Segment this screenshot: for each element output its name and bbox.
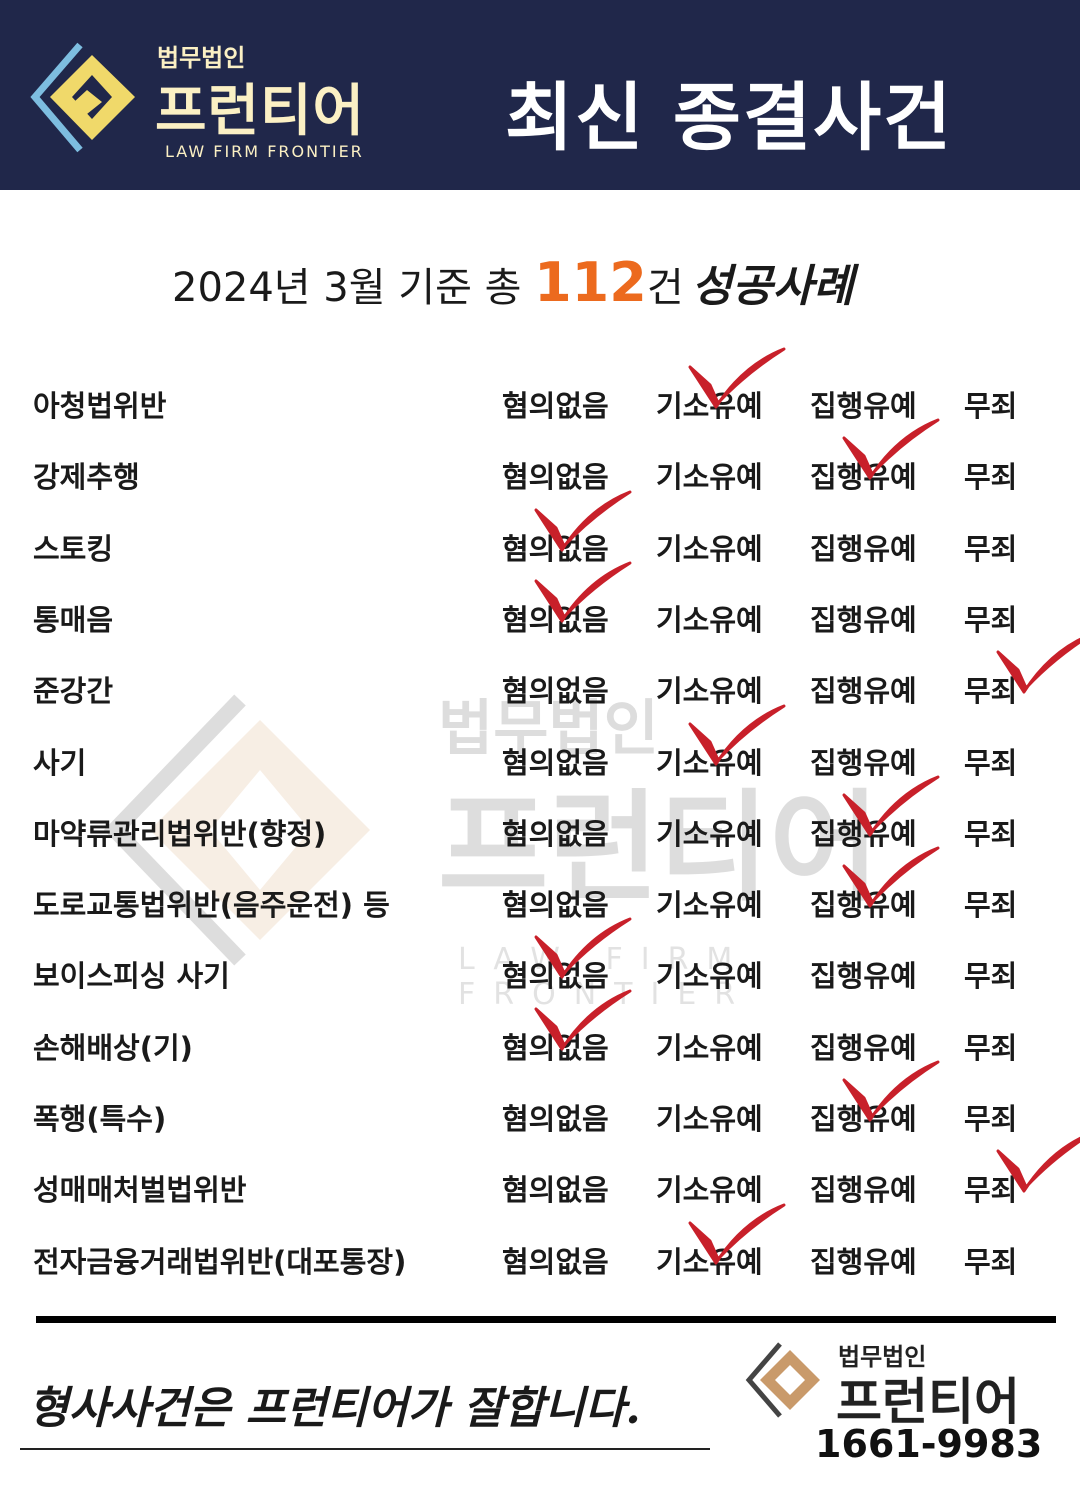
result-option: 집행유예 [810,1244,917,1279]
check-mark-icon [996,637,1080,694]
subtitle: 2024년 3월 기준 총 112건 성공사례 [172,250,854,314]
result-option: 기소유예 [656,888,763,923]
subtitle-prefix: 2024년 3월 기준 총 [172,265,535,311]
result-option: 혐의없음 [502,389,609,423]
result-option: 무죄 [964,959,1018,994]
check-mark-icon [688,1203,786,1265]
case-row: 전자금융거래법위반(대포통장) 혐의없음 기소유예 집행유예 무죄 [0,1203,1080,1289]
case-category: 손해배상(기) [33,1030,193,1065]
result-option: 무죄 [964,816,1018,851]
slogan-underline [20,1448,710,1450]
case-category: 성매매처벌법위반 [33,1173,247,1208]
case-row: 사기 혐의없음 기소유예 집행유예 무죄 [0,704,1080,790]
result-option: 무죄 [964,1244,1018,1279]
case-category: 도로교통법위반(음주운전) 등 [33,888,390,923]
check-mark-icon [842,1060,940,1122]
case-category: 마약류관리법위반(향정) [33,816,327,851]
case-count: 112 [534,251,647,314]
case-row: 스토킹 혐의없음 기소유예 집행유예 무죄 [0,490,1080,576]
check-mark-icon [534,561,632,623]
result-option: 기소유예 [656,816,763,851]
logo-english: LAW FIRM FRONTIER [165,142,364,161]
result-option: 기소유예 [656,1102,763,1136]
frontier-logo-icon [30,42,135,153]
result-option: 무죄 [964,602,1018,637]
case-row: 통매음 혐의없음 기소유예 집행유예 무죄 [0,561,1080,647]
check-mark-icon [688,704,786,765]
logo-small-text: 법무법인 [157,44,246,72]
case-category: 강제추행 [33,460,140,495]
result-option: 무죄 [964,888,1018,923]
footer-logo-small: 법무법인 [838,1343,927,1371]
result-option: 혐의없음 [502,674,609,709]
case-category: 보이스피싱 사기 [33,959,230,994]
header-banner: 법무법인 프런티어 LAW FIRM FRONTIER 최신 종결사건 [0,0,1080,190]
result-option: 집행유예 [810,531,917,566]
result-option: 혐의없음 [502,888,609,923]
slogan: 형사사건은 프런티어가 잘합니다. [28,1383,641,1434]
divider [36,1316,1056,1323]
result-option: 무죄 [964,1030,1018,1065]
case-row: 마약류관리법위반(향정) 혐의없음 기소유예 집행유예 무죄 [0,775,1080,861]
result-option: 집행유예 [810,1030,917,1065]
result-option: 집행유예 [810,1173,917,1208]
case-row: 도로교통법위반(음주운전) 등 혐의없음 기소유예 집행유예 무죄 [0,846,1080,932]
check-mark-icon [534,989,632,1051]
result-option: 무죄 [964,460,1018,495]
result-option: 혐의없음 [502,460,609,495]
result-option: 집행유예 [810,745,917,780]
check-mark-icon [534,917,632,979]
result-option: 무죄 [964,1173,1018,1208]
result-option: 혐의없음 [502,745,609,780]
phone-number[interactable]: 1661-9983 [815,1422,1043,1466]
result-option: 기소유예 [656,531,763,566]
case-row: 손해배상(기) 혐의없음 기소유예 집행유예 무죄 [0,989,1080,1075]
result-option: 혐의없음 [502,1102,609,1136]
result-option: 혐의없음 [502,1244,609,1279]
check-mark-icon [996,1137,1080,1193]
result-option: 집행유예 [810,389,917,423]
subtitle-script: 성공사례 [691,261,854,312]
result-option: 기소유예 [656,959,763,994]
result-option: 혐의없음 [502,816,609,851]
check-mark-icon [842,418,940,480]
check-mark-icon [688,347,786,409]
result-option: 무죄 [964,1102,1018,1136]
result-option: 무죄 [964,745,1018,780]
case-row: 성매매처벌법위반 혐의없음 기소유예 집행유예 무죄 [0,1137,1080,1217]
result-option: 기소유예 [656,460,763,495]
case-row: 준강간 혐의없음 기소유예 집행유예 무죄 [0,637,1080,718]
check-mark-icon [534,490,632,552]
footer-logo-icon [745,1342,820,1418]
result-option: 기소유예 [656,602,763,637]
result-option: 기소유예 [656,1173,763,1208]
case-row: 폭행(특수) 혐의없음 기소유예 집행유예 무죄 [0,1060,1080,1146]
case-category: 통매음 [33,602,114,637]
result-option: 무죄 [964,531,1018,566]
result-option: 집행유예 [810,959,917,994]
subtitle-suffix: 건 [646,265,684,311]
page-title: 최신 종결사건 [505,75,954,161]
case-category: 전자금융거래법위반(대포통장) [33,1244,407,1279]
check-mark-icon [842,775,940,837]
footer-logo-name: 프런티어 [836,1373,1020,1431]
result-option: 기소유예 [656,674,763,709]
case-category: 스토킹 [33,531,114,566]
case-category: 준강간 [33,674,114,709]
result-option: 무죄 [964,674,1018,709]
check-mark-icon [842,846,940,908]
result-option: 혐의없음 [502,1173,609,1208]
case-row: 보이스피싱 사기 혐의없음 기소유예 집행유예 무죄 [0,917,1080,1003]
case-category: 아청법위반 [33,389,167,423]
case-row: 강제추행 혐의없음 기소유예 집행유예 무죄 [0,418,1080,504]
result-option: 집행유예 [810,602,917,637]
logo-name: 프런티어 [155,79,366,144]
case-category: 폭행(특수) [33,1102,167,1136]
case-category: 사기 [33,745,87,780]
case-row: 아청법위반 혐의없음 기소유예 집행유예 무죄 [0,347,1080,433]
result-option: 무죄 [964,389,1018,423]
result-option: 기소유예 [656,1030,763,1065]
result-option: 집행유예 [810,674,917,709]
